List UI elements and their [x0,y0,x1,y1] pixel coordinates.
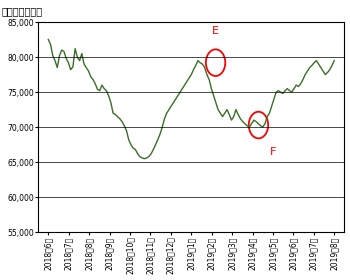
Text: F: F [270,148,276,157]
Text: E: E [212,26,219,36]
Text: 単位：百万ドル: 単位：百万ドル [1,6,42,16]
